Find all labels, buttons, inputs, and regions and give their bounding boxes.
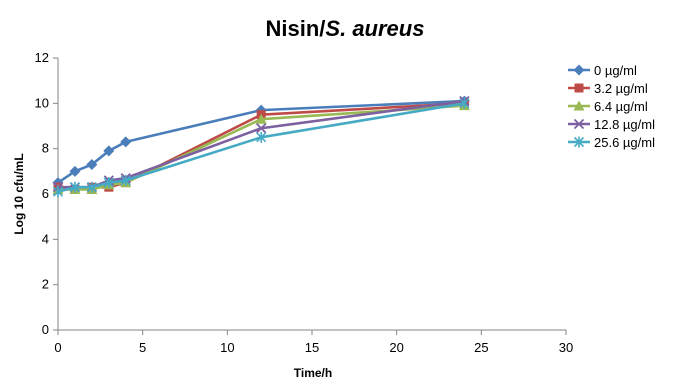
data-point (256, 131, 267, 143)
data-point (103, 177, 114, 189)
x-tick-label: 30 (559, 340, 573, 355)
data-point (120, 136, 132, 148)
y-tick-label: 8 (42, 141, 49, 156)
data-point (86, 159, 98, 171)
legend-marker (574, 83, 584, 93)
chart-title-italic: S. aureus (325, 16, 424, 41)
legend-marker (573, 136, 585, 148)
y-tick-label: 2 (42, 277, 49, 292)
legend-item-2: 6.4 µg/ml (568, 99, 648, 114)
data-point (103, 145, 115, 157)
y-tick-label: 12 (35, 50, 49, 65)
data-point (256, 123, 267, 134)
x-tick-label: 15 (305, 340, 319, 355)
chart-title: Nisin/S. aureus (266, 16, 425, 41)
y-tick-label: 10 (35, 95, 49, 110)
chart-title-main: Nisin/ (266, 16, 326, 41)
y-tick-label: 0 (42, 322, 49, 337)
legend-marker (573, 118, 585, 130)
data-point (69, 181, 80, 193)
legend-item-4: 25.6 µg/ml (568, 135, 655, 150)
x-tick-label: 20 (389, 340, 403, 355)
data-point (69, 165, 81, 177)
data-point (255, 113, 267, 124)
data-point (459, 97, 470, 109)
data-point (120, 174, 131, 186)
series-4 (52, 97, 470, 198)
legend-label: 25.6 µg/ml (594, 135, 655, 150)
legend-label: 3.2 µg/ml (594, 81, 648, 96)
tick-labels: 0 2 4 6 8 10 12 0 5 10 15 20 25 30 (35, 50, 574, 355)
axes (53, 57, 567, 335)
legend-item-0: 0 µg/ml (568, 63, 637, 78)
y-tick-label: 4 (42, 231, 49, 246)
y-axis-label: Log 10 cfu/mL (12, 153, 26, 234)
series-group (52, 95, 470, 198)
legend-marker (573, 100, 585, 111)
legend-label: 0 µg/ml (594, 63, 637, 78)
x-tick-label: 5 (139, 340, 146, 355)
x-tick-label: 25 (474, 340, 488, 355)
legend-label: 12.8 µg/ml (594, 117, 655, 132)
legend-marker (573, 64, 585, 76)
x-tick-label: 0 (54, 340, 61, 355)
x-axis-label: Time/h (294, 366, 332, 378)
legend: 0 µg/ml 3.2 µg/ml 6.4 µg/ml 12.8 µg/ml 25.6 … (568, 63, 655, 150)
legend-item-1: 3.2 µg/ml (568, 81, 648, 96)
data-point (52, 186, 64, 198)
data-point (86, 181, 97, 193)
legend-label: 6.4 µg/ml (594, 99, 648, 114)
x-tick-label: 10 (220, 340, 234, 355)
y-tick-label: 6 (42, 186, 49, 201)
legend-item-3: 12.8 µg/ml (568, 117, 655, 132)
